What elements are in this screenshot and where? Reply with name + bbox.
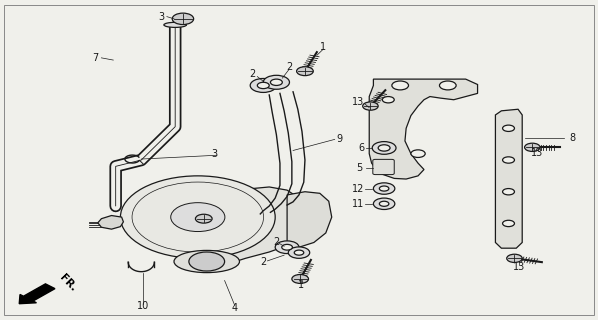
Text: 2: 2	[260, 257, 267, 267]
Text: 8: 8	[570, 133, 576, 143]
Text: 7: 7	[92, 53, 99, 63]
Circle shape	[373, 183, 395, 194]
FancyArrow shape	[19, 284, 55, 304]
Polygon shape	[98, 215, 123, 229]
Text: 11: 11	[352, 199, 365, 209]
Circle shape	[524, 143, 540, 151]
Circle shape	[275, 241, 299, 253]
Text: 2: 2	[273, 237, 279, 247]
Circle shape	[373, 198, 395, 210]
Text: 6: 6	[358, 143, 365, 153]
Circle shape	[382, 97, 394, 103]
Text: 13: 13	[513, 262, 526, 272]
Polygon shape	[495, 109, 522, 248]
Circle shape	[411, 150, 425, 157]
Text: 13: 13	[352, 97, 365, 107]
Text: 2: 2	[286, 62, 292, 72]
Circle shape	[189, 252, 225, 271]
Circle shape	[392, 81, 408, 90]
Polygon shape	[219, 187, 302, 263]
FancyBboxPatch shape	[373, 159, 394, 175]
Text: 9: 9	[337, 134, 343, 144]
Circle shape	[288, 247, 310, 258]
Circle shape	[363, 102, 378, 110]
Circle shape	[297, 67, 313, 76]
Circle shape	[270, 79, 282, 85]
Text: 13: 13	[531, 148, 543, 158]
Text: FR.: FR.	[58, 273, 78, 293]
Circle shape	[502, 125, 514, 132]
Polygon shape	[369, 79, 478, 179]
Circle shape	[502, 157, 514, 163]
Circle shape	[257, 82, 269, 89]
Text: 2: 2	[249, 69, 256, 79]
Text: 1: 1	[298, 280, 304, 290]
Text: 1: 1	[320, 42, 326, 52]
Text: 10: 10	[137, 301, 149, 311]
Text: 3: 3	[158, 12, 164, 22]
Ellipse shape	[174, 251, 239, 273]
Circle shape	[440, 81, 456, 90]
Circle shape	[172, 13, 194, 25]
Circle shape	[292, 275, 309, 284]
Circle shape	[250, 78, 276, 92]
Text: 4: 4	[231, 302, 238, 313]
Circle shape	[196, 214, 212, 223]
Circle shape	[294, 250, 304, 255]
Circle shape	[282, 244, 292, 250]
Circle shape	[171, 203, 225, 232]
Circle shape	[379, 186, 389, 191]
Circle shape	[263, 75, 289, 89]
Text: 3: 3	[212, 149, 218, 159]
Text: 12: 12	[352, 184, 365, 194]
Polygon shape	[287, 192, 332, 249]
Circle shape	[379, 201, 389, 206]
Text: 5: 5	[356, 163, 363, 173]
Ellipse shape	[164, 22, 187, 28]
Circle shape	[378, 145, 390, 151]
Circle shape	[502, 188, 514, 195]
Circle shape	[372, 142, 396, 154]
Circle shape	[502, 220, 514, 227]
Circle shape	[120, 176, 275, 258]
Circle shape	[507, 254, 522, 262]
